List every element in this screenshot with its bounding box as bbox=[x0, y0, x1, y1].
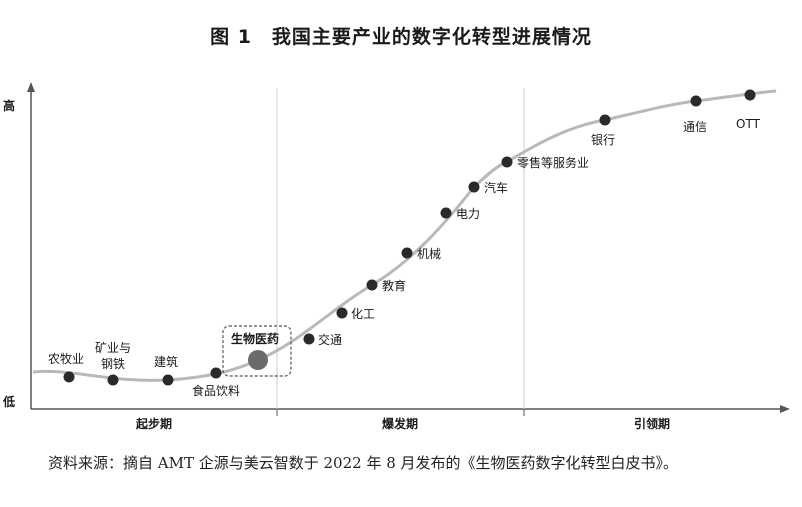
industry-label-biopharma: 生物医药 bbox=[231, 331, 279, 346]
industry-label-transport: 交通 bbox=[318, 332, 342, 347]
y-axis-high-label: 高 bbox=[3, 98, 15, 113]
industry-dots bbox=[63, 89, 756, 386]
industry-label-telecom: 通信 bbox=[683, 120, 707, 134]
industry-label-power: 电力 bbox=[456, 207, 480, 221]
industry-label-chemical: 化工 bbox=[351, 307, 375, 321]
industry-label-mining-steel: 矿业与 钢铁 bbox=[95, 341, 135, 371]
industry-label-retail: 零售等服务业 bbox=[517, 155, 589, 170]
y-axis-low-label: 低 bbox=[2, 394, 15, 409]
x-axis-arrow-icon bbox=[780, 405, 790, 413]
highlight-box bbox=[222, 325, 292, 377]
industry-dot-construction bbox=[162, 374, 174, 386]
industry-dot-retail bbox=[501, 156, 513, 168]
industry-dot-biopharma bbox=[248, 350, 268, 370]
industry-label-agriculture: 农牧业 bbox=[48, 352, 84, 366]
phase-label-explosion: 爆发期 bbox=[382, 416, 418, 431]
industry-labels: 农牧业 矿业与 钢铁 建筑 食品饮料 生物医药 交通 化工 教育 机械 电力 汽… bbox=[48, 117, 761, 398]
figure-title: 图 1 我国主要产业的数字化转型进展情况 bbox=[210, 26, 592, 48]
industry-dot-mining-steel bbox=[107, 374, 119, 386]
phase-label-startup: 起步期 bbox=[135, 416, 172, 431]
industry-label-mining-steel-line2: 钢铁 bbox=[101, 357, 125, 371]
s-curve-diagram: 高 低 起步期 爆发期 引领期 农牧业 矿业与 钢铁 建筑 食品饮料 bbox=[2, 82, 790, 431]
industry-dot-telecom bbox=[690, 95, 702, 107]
adoption-curve bbox=[32, 89, 777, 382]
industry-label-automotive: 汽车 bbox=[484, 180, 508, 195]
y-axis-arrow-icon bbox=[27, 82, 35, 92]
industry-label-ott: OTT bbox=[736, 117, 761, 131]
industry-label-construction: 建筑 bbox=[154, 354, 178, 369]
industry-label-food-beverage: 食品饮料 bbox=[192, 383, 240, 398]
industry-dot-ott bbox=[744, 89, 756, 101]
phase-label-leading: 引领期 bbox=[634, 416, 670, 431]
industry-dot-automotive bbox=[468, 181, 480, 193]
industry-dot-machinery bbox=[401, 247, 413, 259]
source-note: 资料来源：摘自 AMT 企源与美云智数于 2022 年 8 月发布的《生物医药数… bbox=[48, 454, 679, 472]
industry-dot-education bbox=[366, 279, 378, 291]
industry-label-mining-steel-line1: 矿业与 bbox=[95, 341, 131, 355]
industry-dot-transport bbox=[303, 333, 315, 345]
industry-dot-food-beverage bbox=[210, 367, 222, 379]
industry-label-banking: 银行 bbox=[591, 133, 615, 147]
industry-dot-banking bbox=[599, 114, 611, 126]
industry-dot-agriculture bbox=[63, 371, 75, 383]
industry-dot-power bbox=[440, 207, 452, 219]
industry-label-education: 教育 bbox=[382, 278, 406, 293]
industry-label-machinery: 机械 bbox=[417, 246, 441, 261]
industry-dot-chemical bbox=[336, 307, 348, 319]
